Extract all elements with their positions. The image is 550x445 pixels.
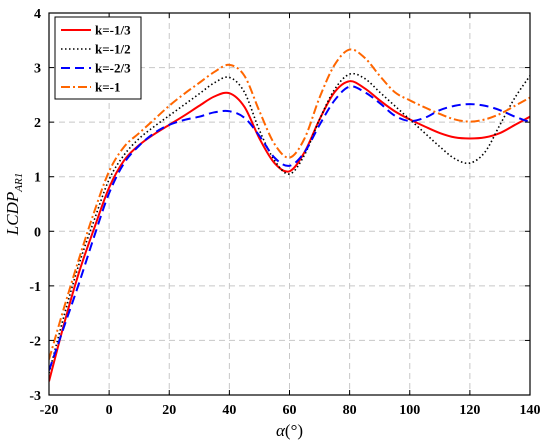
x-tick-label: 40 (222, 403, 236, 418)
series-line-k-2-3 (49, 85, 530, 371)
legend-label: k=-1 (95, 80, 120, 95)
x-tick-label: 100 (399, 403, 420, 418)
legend-box (54, 16, 142, 100)
y-tick-label: 4 (34, 7, 41, 22)
x-tick-label: 120 (459, 403, 480, 418)
label-layer: -20 0 20 40 60 80 100 120 140 -3 -2 -1 0 1 2 3 4 α(°) LCDP… (3, 7, 541, 440)
y-tick-label: 1 (34, 171, 41, 186)
y-tick-label: -3 (29, 389, 41, 404)
legend-label: k=-2/3 (95, 61, 131, 76)
y-tick-label: -2 (29, 334, 41, 349)
series-layer (49, 48, 530, 382)
x-tick-label: 80 (343, 403, 357, 418)
x-axis-title: α(°) (276, 421, 303, 440)
legend: k=-1/3 k=-1/2 k=-2/3 k=-1 (54, 16, 142, 100)
y-axis-title: LCDPAR1 (3, 173, 25, 236)
x-tick-label: 60 (283, 403, 297, 418)
y-tick-label: 0 (34, 225, 41, 240)
tick-layer (48, 12, 531, 396)
y-tick-label: 2 (34, 116, 41, 131)
legend-label: k=-1/3 (95, 23, 131, 38)
x-tick-label: -20 (40, 403, 59, 418)
series-line-k-1 (49, 48, 530, 360)
x-tick-label: 140 (520, 403, 541, 418)
series-line-k-1-3 (49, 80, 530, 382)
y-tick-label: -1 (29, 280, 41, 295)
x-tick-label: 0 (106, 403, 113, 418)
series-line-k-1-2 (49, 72, 530, 374)
x-tick-label: 20 (162, 403, 176, 418)
legend-label: k=-1/2 (95, 42, 131, 57)
y-tick-label: 3 (34, 62, 41, 77)
